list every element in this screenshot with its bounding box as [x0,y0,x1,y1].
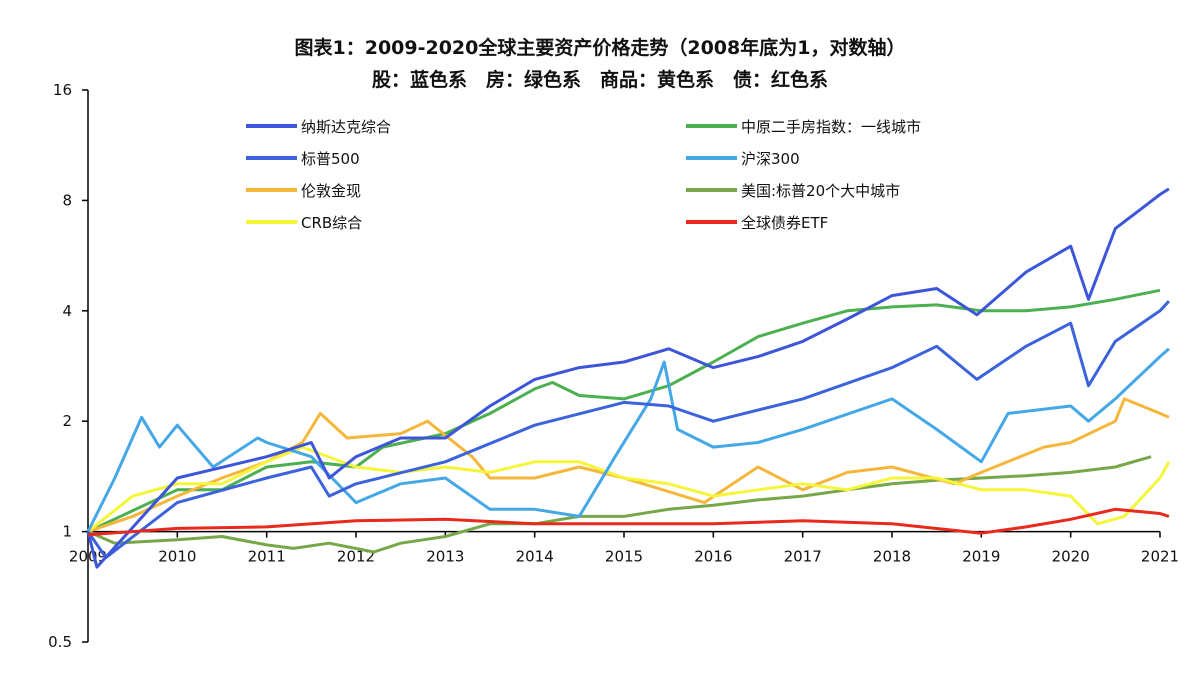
x-tick-label: 2015 [605,548,643,566]
chart-subtitle: 股：蓝色系 房：绿色系 商品：黄色系 债：红色系 [372,68,828,91]
chart-title: 图表1：2009-2020全球主要资产价格走势（2008年底为1，对数轴） [295,36,906,59]
legend-label: 标普500 [301,150,360,168]
series-line-3 [87,445,1171,533]
series-line-6 [86,187,1170,569]
y-tick-label: 1 [62,523,72,541]
x-tick-label: 2010 [158,548,196,566]
x-tick-label: 2018 [873,548,911,566]
y-tick-label: 16 [53,81,72,99]
x-tick-label: 2009 [69,548,107,566]
legend-label: 纳斯达克综合 [301,118,391,136]
x-tick-label: 2011 [248,548,286,566]
legend-label: CRB综合 [301,214,362,232]
series-line-7 [87,507,1170,537]
legend-label: 中原二手房指数：一线城市 [741,118,921,136]
x-tick-label: 2019 [962,548,1000,566]
legend-label: 全球债券ETF [741,214,828,232]
x-tick-label: 2012 [337,548,375,566]
x-tick-label: 2020 [1052,548,1090,566]
x-tick-label: 2016 [694,548,732,566]
y-tick-label: 8 [62,191,72,209]
y-tick-label: 0.5 [48,633,72,651]
y-tick-label: 2 [62,412,72,430]
series-line-1 [87,288,1161,533]
x-tick-label: 2017 [784,548,822,566]
series-line-0 [87,455,1152,554]
series-line-4 [86,347,1170,533]
legend-label: 伦敦金现 [301,182,361,200]
series-line-5 [86,300,1171,559]
legend-label: 沪深300 [741,150,800,168]
x-tick-label: 2013 [426,548,464,566]
x-tick-label: 2014 [516,548,554,566]
legend-label: 美国:标普20个大中城市 [741,182,900,200]
y-tick-label: 4 [62,302,72,320]
x-tick-label: 2021 [1141,548,1179,566]
